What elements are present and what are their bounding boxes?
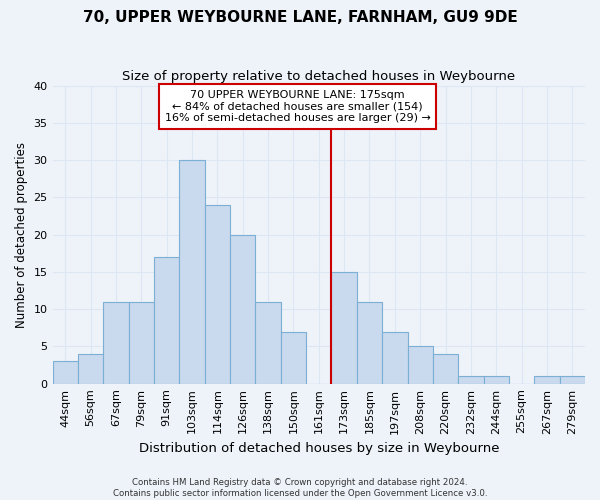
Bar	[560, 376, 585, 384]
Bar	[256, 302, 281, 384]
Y-axis label: Number of detached properties: Number of detached properties	[15, 142, 28, 328]
Bar	[433, 354, 458, 384]
Bar	[458, 376, 484, 384]
Bar	[357, 302, 382, 384]
Bar	[484, 376, 509, 384]
Bar	[103, 302, 128, 384]
Bar	[179, 160, 205, 384]
Bar	[382, 332, 407, 384]
Bar	[331, 272, 357, 384]
Bar	[281, 332, 306, 384]
Text: Contains HM Land Registry data © Crown copyright and database right 2024.
Contai: Contains HM Land Registry data © Crown c…	[113, 478, 487, 498]
Bar	[154, 257, 179, 384]
Bar	[78, 354, 103, 384]
Title: Size of property relative to detached houses in Weybourne: Size of property relative to detached ho…	[122, 70, 515, 83]
Bar	[128, 302, 154, 384]
Text: 70 UPPER WEYBOURNE LANE: 175sqm
← 84% of detached houses are smaller (154)
16% o: 70 UPPER WEYBOURNE LANE: 175sqm ← 84% of…	[164, 90, 430, 123]
Bar	[53, 362, 78, 384]
Bar	[230, 234, 256, 384]
X-axis label: Distribution of detached houses by size in Weybourne: Distribution of detached houses by size …	[139, 442, 499, 455]
Text: 70, UPPER WEYBOURNE LANE, FARNHAM, GU9 9DE: 70, UPPER WEYBOURNE LANE, FARNHAM, GU9 9…	[83, 10, 517, 25]
Bar	[205, 205, 230, 384]
Bar	[407, 346, 433, 384]
Bar	[534, 376, 560, 384]
